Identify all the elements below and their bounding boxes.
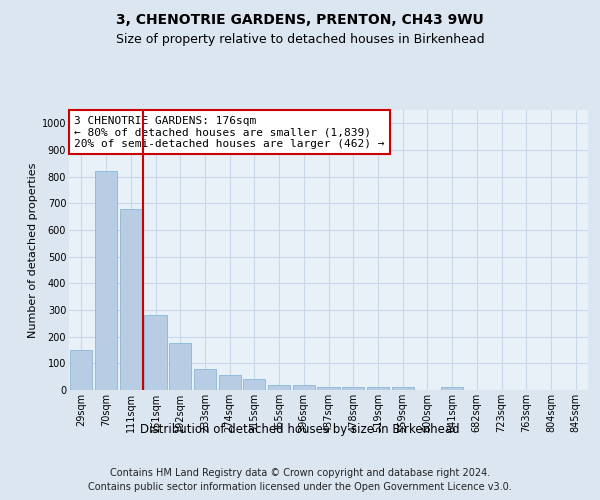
- Bar: [317, 388, 340, 390]
- Bar: [367, 388, 389, 390]
- Bar: [441, 388, 463, 390]
- Y-axis label: Number of detached properties: Number of detached properties: [28, 162, 38, 338]
- Bar: [268, 384, 290, 390]
- Text: Size of property relative to detached houses in Birkenhead: Size of property relative to detached ho…: [116, 32, 484, 46]
- Bar: [342, 388, 364, 390]
- Bar: [70, 350, 92, 390]
- Bar: [169, 344, 191, 390]
- Bar: [293, 384, 315, 390]
- Bar: [119, 208, 142, 390]
- Bar: [392, 388, 414, 390]
- Text: Contains HM Land Registry data © Crown copyright and database right 2024.: Contains HM Land Registry data © Crown c…: [110, 468, 490, 477]
- Bar: [218, 376, 241, 390]
- Bar: [95, 172, 117, 390]
- Bar: [194, 368, 216, 390]
- Bar: [145, 316, 167, 390]
- Text: Distribution of detached houses by size in Birkenhead: Distribution of detached houses by size …: [140, 422, 460, 436]
- Text: 3, CHENOTRIE GARDENS, PRENTON, CH43 9WU: 3, CHENOTRIE GARDENS, PRENTON, CH43 9WU: [116, 12, 484, 26]
- Text: Contains public sector information licensed under the Open Government Licence v3: Contains public sector information licen…: [88, 482, 512, 492]
- Text: 3 CHENOTRIE GARDENS: 176sqm
← 80% of detached houses are smaller (1,839)
20% of : 3 CHENOTRIE GARDENS: 176sqm ← 80% of det…: [74, 116, 385, 149]
- Bar: [243, 380, 265, 390]
